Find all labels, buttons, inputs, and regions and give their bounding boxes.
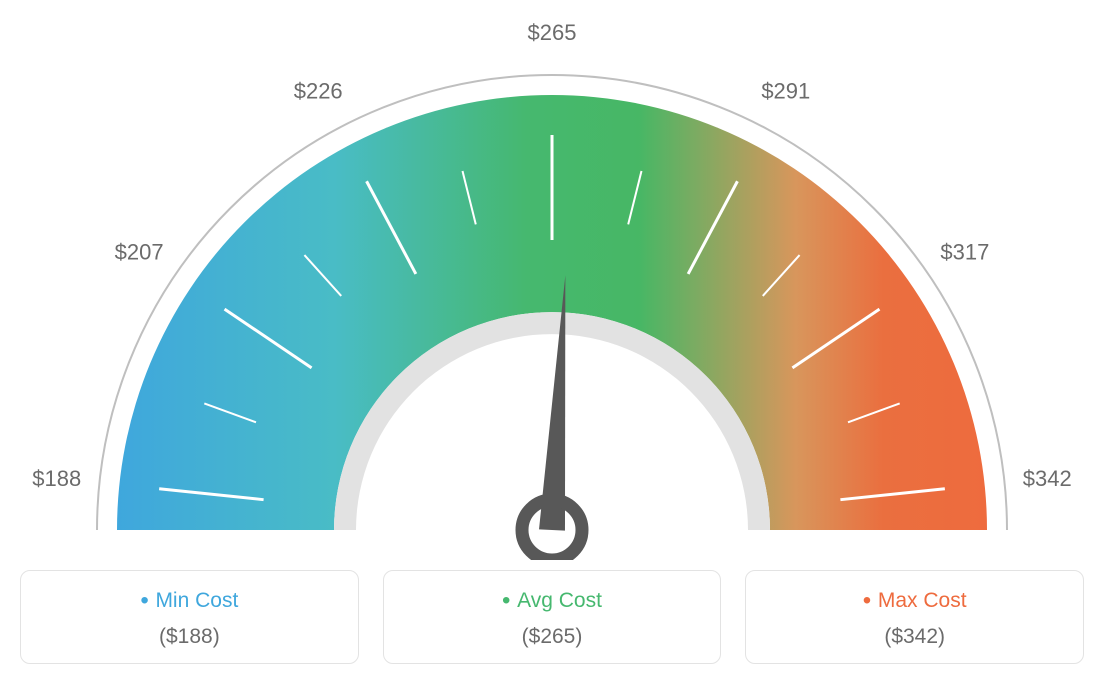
legend-min-label: Min Cost xyxy=(21,587,358,615)
tick-label: $291 xyxy=(761,78,810,103)
tick-label: $317 xyxy=(940,240,989,265)
legend-avg-label: Avg Cost xyxy=(384,587,721,615)
tick-label: $226 xyxy=(294,78,343,103)
legend-row: Min Cost ($188) Avg Cost ($265) Max Cost… xyxy=(20,570,1084,664)
cost-gauge: $188 $207 $226 $265 $291 $317 $342 xyxy=(20,20,1084,560)
legend-avg-value: ($265) xyxy=(384,625,721,649)
legend-avg: Avg Cost ($265) xyxy=(383,570,722,664)
legend-min: Min Cost ($188) xyxy=(20,570,359,664)
gauge-svg: $188 $207 $226 $265 $291 $317 $342 xyxy=(20,20,1084,560)
tick-label: $207 xyxy=(115,240,164,265)
tick-label: $342 xyxy=(1023,466,1072,491)
legend-max-label: Max Cost xyxy=(746,587,1083,615)
tick-label: $265 xyxy=(528,20,577,45)
legend-max: Max Cost ($342) xyxy=(745,570,1084,664)
tick-label: $188 xyxy=(32,466,81,491)
legend-min-value: ($188) xyxy=(21,625,358,649)
legend-max-value: ($342) xyxy=(746,625,1083,649)
